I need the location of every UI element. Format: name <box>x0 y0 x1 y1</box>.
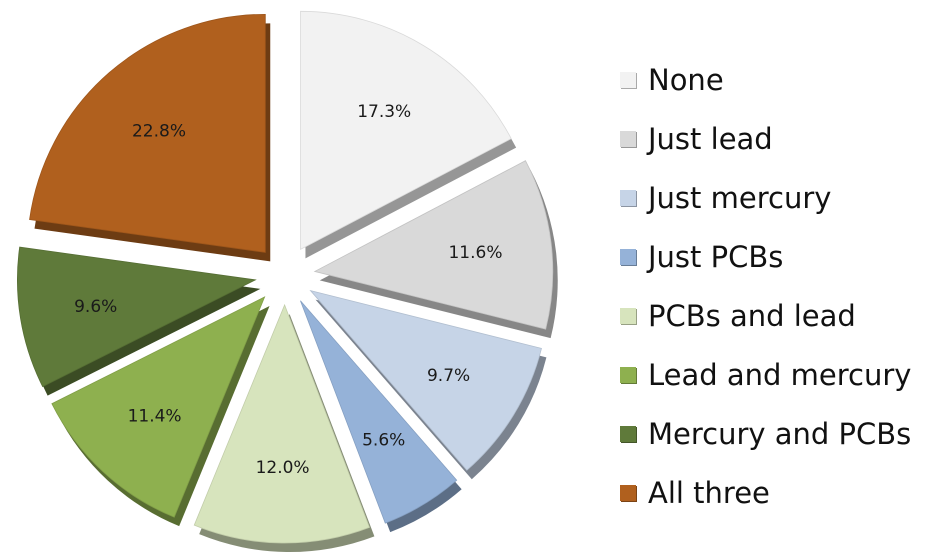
data-label-lead-and-mercury: 11.4% <box>128 407 182 427</box>
legend-swatch <box>620 71 636 88</box>
legend-swatch <box>620 425 636 442</box>
data-label-pcbs-and-lead: 12.0% <box>256 458 310 478</box>
pie-slice-pcbs-and-lead <box>193 303 370 544</box>
legend: None Just lead Just mercury Just PCBs PCBs a… <box>620 50 930 522</box>
data-label-mercury-and-pcbs: 9.6% <box>74 297 117 317</box>
legend-item-just-mercury: Just mercury <box>620 168 930 227</box>
legend-label: Just lead <box>648 121 773 156</box>
legend-item-pcbs-and-lead: PCBs and lead <box>620 286 930 345</box>
pie-slice-just-pcbs <box>300 300 458 524</box>
legend-swatch <box>620 366 636 383</box>
legend-label: Lead and mercury <box>648 357 912 392</box>
legend-item-all-three: All three <box>620 463 930 522</box>
pie-data-labels: 17.3% 11.6% 9.7% 5.6% 12.0% 11.4% 9.6% 22.8% <box>74 102 502 478</box>
pie-slice-just-mercury <box>309 289 542 471</box>
data-label-all-three: 22.8% <box>132 121 186 141</box>
pie-slice-lead-and-mercury <box>51 296 266 518</box>
legend-item-none: None <box>620 50 930 109</box>
legend-label: Mercury and PCBs <box>648 416 912 451</box>
data-label-just-pcbs: 5.6% <box>362 431 405 451</box>
pie-slice-just-lead <box>313 160 554 330</box>
data-label-just-mercury: 9.7% <box>427 366 470 386</box>
legend-item-just-pcbs: Just PCBs <box>620 227 930 286</box>
data-label-none: 17.3% <box>357 102 411 122</box>
pie-slice-none <box>300 10 512 250</box>
legend-label: Just PCBs <box>648 239 784 274</box>
legend-swatch <box>620 248 636 265</box>
pie-slices <box>17 10 558 552</box>
legend-label: PCBs and lead <box>648 298 856 333</box>
legend-label: Just mercury <box>648 180 832 215</box>
legend-label: All three <box>648 475 770 510</box>
data-label-just-lead: 11.6% <box>448 243 502 263</box>
legend-item-mercury-and-pcbs: Mercury and PCBs <box>620 404 930 463</box>
legend-swatch <box>620 130 636 147</box>
legend-label: None <box>648 62 724 97</box>
pie-chart: 17.3% 11.6% 9.7% 5.6% 12.0% 11.4% 9.6% 22.8% <box>17 10 558 552</box>
legend-swatch <box>620 189 636 206</box>
legend-item-just-lead: Just lead <box>620 109 930 168</box>
legend-item-lead-and-mercury: Lead and mercury <box>620 345 930 404</box>
legend-swatch <box>620 484 636 501</box>
pie-slice-all-three <box>29 13 266 253</box>
legend-swatch <box>620 307 636 324</box>
pie-slice-mercury-and-pcbs <box>17 246 257 388</box>
